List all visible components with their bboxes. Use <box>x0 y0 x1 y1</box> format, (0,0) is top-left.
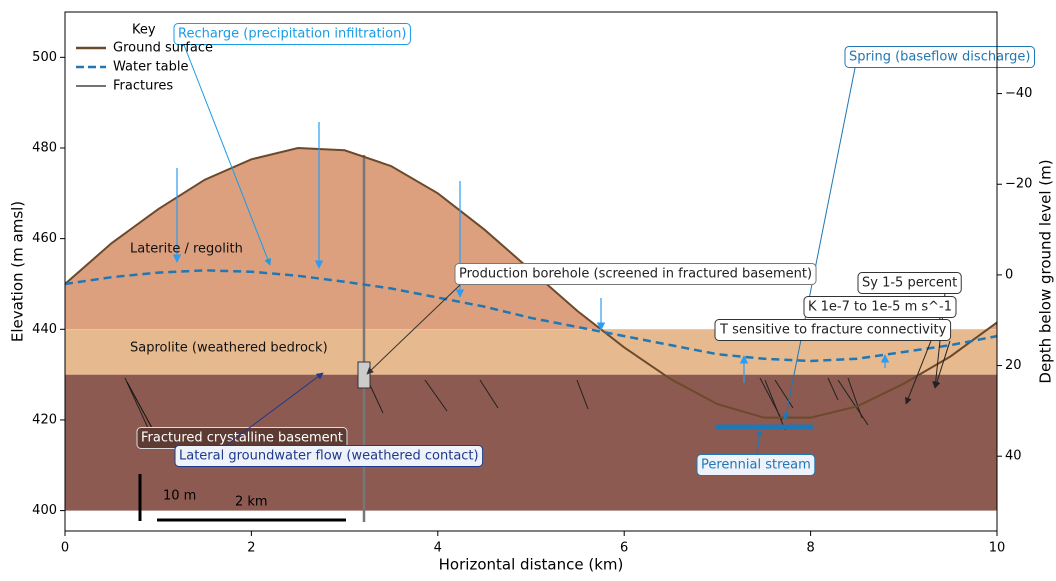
annotation: T sensitive to fracture connectivity <box>719 323 947 338</box>
legend-title: Key <box>132 23 156 38</box>
annotation: K 1e-7 to 1e-5 m s^-1 <box>808 300 952 315</box>
y2-tick-label: −40 <box>1005 86 1032 101</box>
x-tick-label: 6 <box>620 541 628 556</box>
x-tick-label: 2 <box>247 541 255 556</box>
scale-label: 2 km <box>235 495 268 510</box>
y-tick-label: 420 <box>32 412 57 427</box>
x-tick-label: 4 <box>434 541 442 556</box>
annotation: Lateral groundwater flow (weathered cont… <box>179 449 479 464</box>
y-tick-label: 440 <box>32 322 57 337</box>
legend-label: Fractures <box>113 79 173 94</box>
annotation: Perennial stream <box>701 458 811 473</box>
y2-tick-label: 0 <box>1005 267 1013 282</box>
layer-label: Saprolite (weathered bedrock) <box>130 341 328 356</box>
x-axis-label: Horizontal distance (km) <box>439 556 624 574</box>
y-tick-label: 400 <box>32 503 57 518</box>
y2-axis-label: Depth below ground level (m) <box>1037 159 1055 383</box>
annotation: Recharge (precipitation infiltration) <box>178 27 406 42</box>
annotation: Sy 1-5 percent <box>862 276 957 291</box>
y2-tick-label: 20 <box>1005 358 1022 373</box>
layer-label: Laterite / regolith <box>130 242 243 257</box>
chart: Laterite / regolith Saprolite (weathered … <box>0 0 1056 577</box>
x-tick-label: 8 <box>806 541 814 556</box>
y2-tick-label: 40 <box>1005 449 1022 464</box>
y2-tick-label: −20 <box>1005 177 1032 192</box>
x-tick-label: 10 <box>989 541 1006 556</box>
x-tick-label: 0 <box>61 541 69 556</box>
scale-label: 10 m <box>163 489 196 504</box>
legend-label: Ground surface <box>113 41 213 56</box>
legend-label: Water table <box>113 60 189 75</box>
annotation: Spring (baseflow discharge) <box>849 50 1030 65</box>
y-tick-label: 480 <box>32 140 57 155</box>
y-axis-label: Elevation (m amsl) <box>9 201 27 342</box>
y-tick-label: 460 <box>32 231 57 246</box>
borehole-screen <box>358 362 370 388</box>
y-tick-label: 500 <box>32 50 57 65</box>
annotation: Production borehole (screened in fractur… <box>459 267 812 282</box>
